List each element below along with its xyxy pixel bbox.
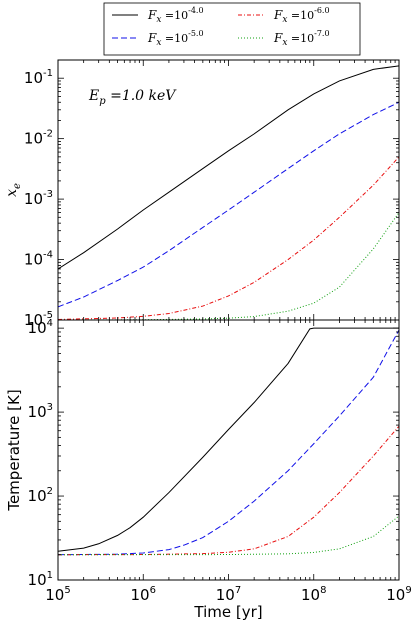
y-tick-label: 103 — [28, 402, 53, 421]
temperature-series-3 — [58, 515, 399, 556]
legend-label-1: Fx =10-5.0 — [147, 29, 204, 48]
xe-series-2 — [58, 156, 399, 320]
legend: Fx =10-4.0 Fx =10-5.0 Fx =10-6.0 Fx =10-7.0 — [103, 2, 361, 56]
x-tick-label: 108 — [301, 585, 326, 604]
temperature-series-1 — [58, 329, 399, 556]
y-tick-label: 104 — [28, 318, 53, 337]
y-tick-label: 101 — [28, 570, 53, 589]
y-tick-label: 10-2 — [24, 129, 53, 148]
top-panel-xe: 10-5 10-4 10-3 10-2 10-1 xe Ep =1.0 keV — [4, 59, 400, 329]
y-tick-label: 102 — [28, 486, 53, 505]
y-tick-label: 10-5 — [24, 310, 53, 329]
temperature-series-2 — [58, 425, 399, 556]
x-tick-label: 107 — [216, 585, 241, 604]
y-tick-label: 10-3 — [24, 189, 53, 208]
x-tick-label: 105 — [45, 585, 70, 604]
legend-label-2: Fx =10-6.0 — [273, 6, 330, 25]
xe-series-3 — [58, 212, 399, 320]
xe-series-1 — [58, 101, 399, 308]
xe-series-0 — [58, 65, 399, 270]
plot-frame — [57, 319, 400, 581]
y-tick-label: 10-4 — [24, 250, 53, 269]
energy-annotation: Ep =1.0 keV — [88, 88, 177, 107]
x-axis-label: Time [yr] — [193, 603, 262, 621]
bottom-panel-temperature: 101 102 103 104 105 106 107 108 109 Temperature [… — [5, 318, 412, 621]
y-axis-label: Temperature [K] — [5, 389, 23, 511]
temperature-series-0 — [58, 327, 399, 552]
x-tick-label: 106 — [131, 585, 156, 604]
y-axis-label: xe — [4, 183, 23, 197]
legend-label-0: Fx =10-4.0 — [147, 6, 204, 25]
legend-box — [103, 2, 361, 56]
y-tick-label: 10-1 — [24, 68, 53, 87]
x-tick-label: 109 — [386, 585, 411, 604]
legend-label-3: Fx =10-7.0 — [273, 29, 330, 48]
